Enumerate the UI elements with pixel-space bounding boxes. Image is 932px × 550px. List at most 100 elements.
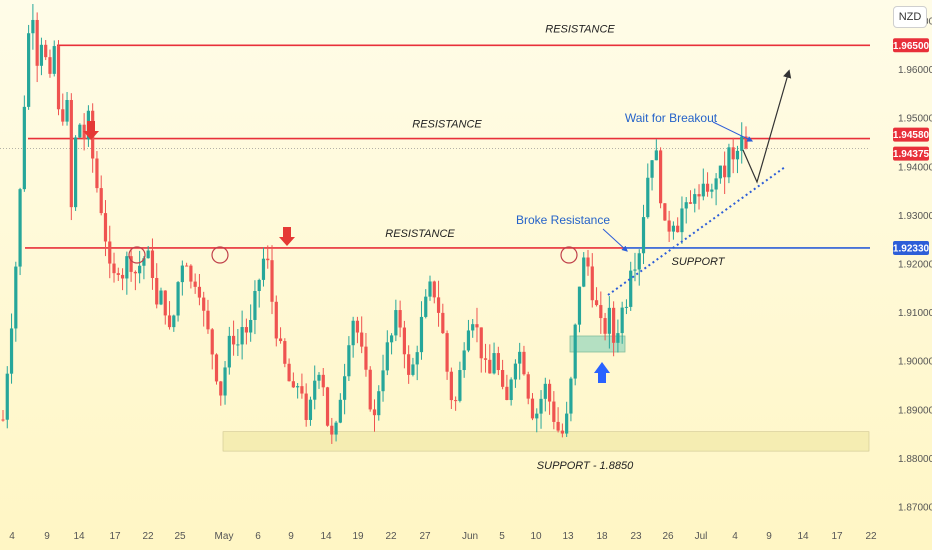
candle-body bbox=[441, 312, 445, 334]
candle-body bbox=[671, 225, 676, 232]
candle-body bbox=[95, 158, 99, 189]
y-tick-label: 1.95000 bbox=[898, 114, 932, 125]
support-zone-label: SUPPORT - 1.8850 bbox=[537, 460, 634, 472]
candle-body bbox=[424, 296, 428, 317]
candle-body bbox=[27, 33, 31, 107]
candle bbox=[223, 361, 227, 405]
resistance-touch-circle-3 bbox=[560, 246, 578, 264]
price-label: 1.94580 bbox=[893, 127, 930, 142]
candle bbox=[138, 250, 142, 284]
candle bbox=[522, 345, 526, 376]
candle bbox=[176, 281, 180, 322]
resistance-label-low: RESISTANCE bbox=[385, 228, 455, 240]
candle-body bbox=[193, 281, 197, 287]
candle bbox=[133, 270, 137, 291]
candle bbox=[159, 287, 163, 306]
candle-body bbox=[411, 364, 415, 375]
candle bbox=[56, 40, 61, 116]
candle-body bbox=[594, 300, 599, 306]
candle bbox=[479, 327, 483, 373]
candle bbox=[671, 221, 676, 240]
projection-arrow bbox=[742, 69, 792, 184]
x-tick-label: 6 bbox=[255, 531, 261, 542]
candle bbox=[697, 184, 701, 210]
candle bbox=[334, 420, 338, 442]
candle bbox=[402, 320, 406, 369]
candle-body bbox=[710, 189, 714, 192]
candle bbox=[389, 333, 394, 355]
x-tick-label: 27 bbox=[419, 531, 431, 542]
x-tick-label: 23 bbox=[630, 531, 642, 542]
price-label-bg bbox=[893, 146, 929, 161]
candle-body bbox=[573, 324, 577, 379]
candle bbox=[394, 299, 398, 342]
candle bbox=[616, 319, 620, 353]
candle-body bbox=[18, 189, 22, 267]
candle bbox=[317, 372, 321, 389]
x-tick-label: Jun bbox=[462, 531, 478, 542]
candle-body bbox=[278, 338, 283, 342]
blue-up-arrow bbox=[594, 362, 610, 383]
candle-body bbox=[607, 307, 611, 334]
candle-body bbox=[684, 202, 688, 209]
candle-body bbox=[740, 136, 744, 151]
y-tick-label: 1.92000 bbox=[898, 260, 932, 271]
candle bbox=[364, 332, 368, 377]
candle bbox=[351, 316, 355, 358]
x-tick-label: 4 bbox=[732, 531, 738, 542]
candle bbox=[300, 373, 304, 399]
candle-body bbox=[180, 265, 184, 283]
candle bbox=[407, 345, 411, 384]
candle bbox=[582, 252, 586, 288]
candle bbox=[565, 401, 569, 437]
candle-body bbox=[227, 335, 231, 368]
candle-body bbox=[219, 381, 223, 396]
candle-body bbox=[496, 353, 500, 371]
candle-body bbox=[697, 194, 701, 197]
candle bbox=[78, 123, 82, 139]
candle bbox=[624, 299, 629, 315]
candle bbox=[735, 145, 740, 174]
candle bbox=[116, 267, 120, 282]
candle-body bbox=[650, 160, 654, 178]
candle bbox=[552, 391, 556, 430]
candle bbox=[471, 318, 475, 338]
candle-body bbox=[372, 409, 377, 416]
candle-body bbox=[394, 310, 398, 336]
y-tick-label: 1.90000 bbox=[898, 357, 932, 368]
candle-body bbox=[620, 307, 624, 334]
currency-badge[interactable]: NZD bbox=[893, 6, 927, 28]
candle-body bbox=[300, 386, 304, 394]
candle-body bbox=[189, 265, 193, 282]
candle-body bbox=[9, 328, 14, 374]
candle-body bbox=[112, 263, 116, 274]
candle-body bbox=[150, 250, 155, 278]
candle-body bbox=[14, 266, 18, 329]
candle bbox=[723, 151, 727, 195]
candle bbox=[69, 93, 73, 221]
candle-body bbox=[206, 310, 210, 330]
candle-body bbox=[159, 290, 163, 305]
x-tick-label: 10 bbox=[530, 531, 542, 542]
candle bbox=[368, 366, 372, 412]
candle bbox=[129, 250, 133, 282]
candle bbox=[347, 336, 351, 382]
candle bbox=[680, 196, 684, 244]
candle bbox=[705, 172, 710, 197]
candle-body bbox=[663, 203, 667, 221]
candle bbox=[449, 367, 453, 409]
candle-body bbox=[599, 305, 603, 319]
candle-body bbox=[428, 281, 432, 297]
candle-body bbox=[633, 269, 637, 271]
candle-body bbox=[389, 335, 394, 343]
broke-resistance-label: Broke Resistance bbox=[516, 213, 610, 227]
candle bbox=[385, 330, 389, 376]
candle-body bbox=[266, 258, 270, 261]
candle bbox=[718, 165, 722, 184]
candle bbox=[27, 24, 31, 110]
candle-body bbox=[197, 286, 202, 298]
candle bbox=[637, 249, 641, 286]
candle-body bbox=[231, 335, 236, 345]
candle bbox=[108, 225, 112, 279]
